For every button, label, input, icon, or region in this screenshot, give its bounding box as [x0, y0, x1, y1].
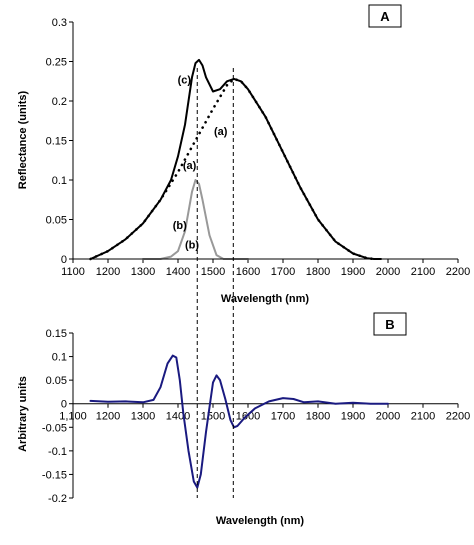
x-tick-label: 1600 — [236, 266, 260, 278]
series-line-b-0 — [89, 354, 389, 489]
series-annotation: (c) — [178, 75, 192, 87]
series-annotation: (a) — [214, 126, 228, 138]
x-tick-label: 1400 — [166, 411, 190, 423]
series-line-a-1 — [89, 77, 376, 261]
y-tick-label: 0.1 — [52, 352, 67, 364]
series-annotation: (a) — [183, 160, 197, 172]
y-tick-label: 0.05 — [46, 215, 67, 227]
x-tick-label: 2000 — [376, 411, 400, 423]
x-tick-label: 1200 — [96, 411, 120, 423]
x-tick-label: 1800 — [306, 411, 330, 423]
x-tick-label: 1900 — [341, 266, 365, 278]
panel-b-xlabel: Wavelength (nm) — [216, 515, 305, 527]
y-tick-label: 0.3 — [52, 17, 67, 29]
panel-a-label-box — [368, 4, 402, 28]
panel-a-marks: 0 0.05 0.1 0.15 0.2 0.25 0.3 1100 1200 1300 1400 15… — [46, 17, 471, 278]
chart-panel-a: 0 0.05 0.1 0.15 0.2 0.25 0.3 1100 1200 1300 1400 15… — [17, 4, 471, 305]
series-annotation: (b) — [185, 240, 199, 252]
panel-a-xlabel: Wavelength (nm) — [221, 293, 310, 305]
x-tick-label: 2100 — [411, 266, 435, 278]
x-tick-label: 2000 — [376, 266, 400, 278]
x-tick-label: 1300 — [131, 266, 155, 278]
x-tick-label: 1800 — [306, 266, 330, 278]
series-annotation: (b) — [173, 220, 187, 232]
x-tick-label: 1400 — [166, 266, 190, 278]
y-tick-label: 0.2 — [52, 96, 67, 108]
y-tick-label: -0.1 — [48, 446, 67, 458]
x-tick-label: 2100 — [411, 411, 435, 423]
reference-lines — [196, 68, 234, 498]
y-tick-label: -0.2 — [48, 493, 67, 505]
x-tick-label: 1900 — [341, 411, 365, 423]
x-tick-label: 1300 — [131, 411, 155, 423]
x-tick-label: 2200 — [446, 411, 470, 423]
x-tick-label: 1200 — [96, 266, 120, 278]
x-tick-label: 2200 — [446, 266, 470, 278]
x-tick-label: 1600 — [236, 411, 260, 423]
y-tick-label: 0.05 — [46, 375, 67, 387]
x-tick-label: 1700 — [271, 411, 295, 423]
panel-b-label-box — [373, 312, 407, 336]
x-tick-label: 1700 — [271, 266, 295, 278]
panel-a-ylabel: Reflectance (units) — [17, 90, 29, 189]
y-tick-label: 0.15 — [46, 328, 67, 340]
panel-a-label: A — [380, 9, 390, 24]
y-tick-label: 0.15 — [46, 136, 67, 148]
panel-b-label: B — [385, 317, 394, 332]
panel-b-ylabel: Arbitrary units — [17, 376, 29, 452]
y-tick-label: 0.1 — [52, 175, 67, 187]
x-tick-label: 1100 — [61, 266, 85, 278]
x-tick-label: 1500 — [201, 411, 225, 423]
y-tick-label: 0 — [61, 254, 67, 266]
y-tick-label: -0.05 — [42, 422, 67, 434]
y-tick-label: -0.15 — [42, 469, 67, 481]
x-tick-label: 1500 — [201, 266, 225, 278]
y-tick-label: 0.25 — [46, 57, 67, 69]
series-line-a-0 — [89, 58, 382, 260]
y-tick-label: 0 — [61, 399, 67, 411]
